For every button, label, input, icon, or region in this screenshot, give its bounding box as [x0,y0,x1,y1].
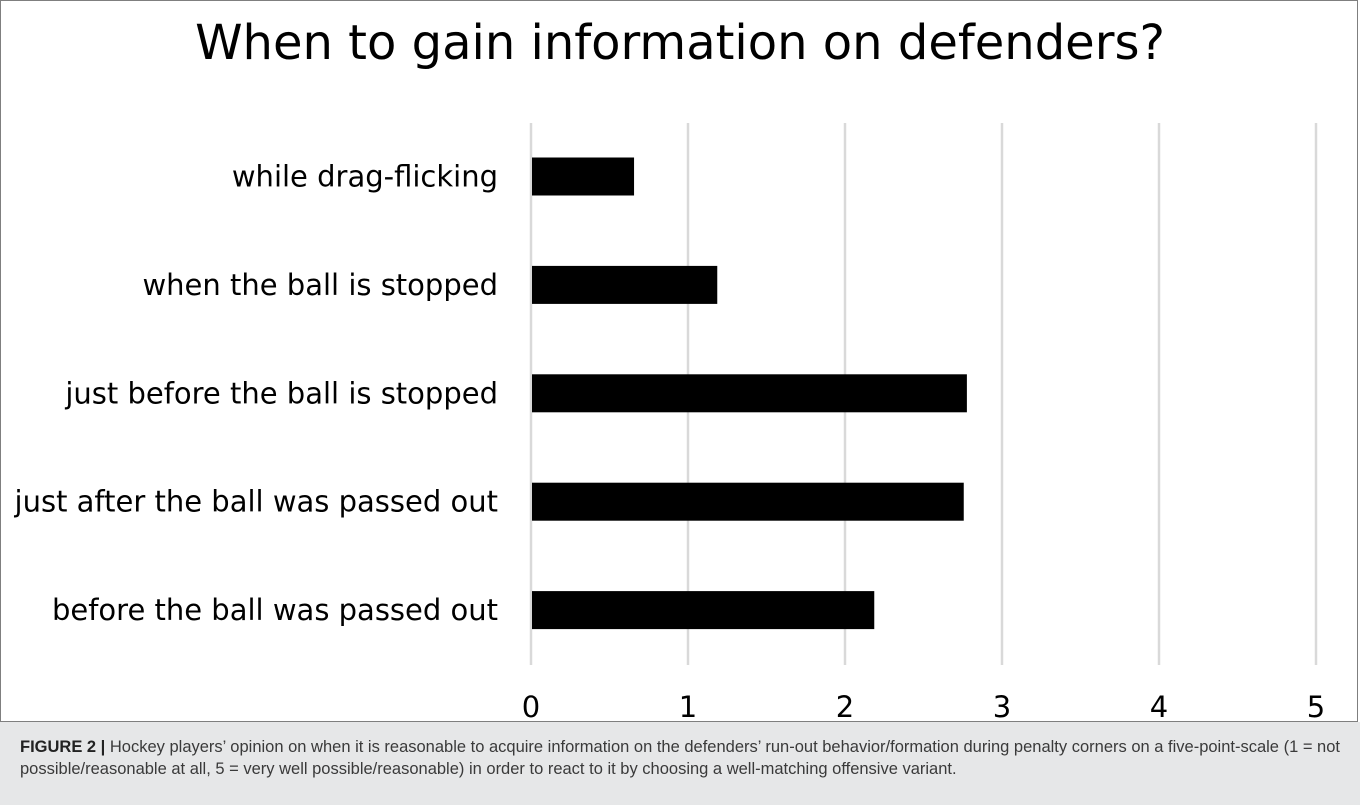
caption-text: Hockey players’ opinion on when it is re… [20,738,1340,778]
category-label-2: when the ball is stopped [142,268,498,302]
bar-3 [532,374,967,413]
figure-caption: FIGURE 2 | Hockey players’ opinion on wh… [0,722,1360,805]
x-tick-label-4: 4 [1150,690,1168,723]
chart-title: When to gain information on defenders? [195,15,1165,71]
category-label-3: just before the ball is stopped [64,376,498,410]
bars [532,157,967,630]
bar-4 [532,482,964,521]
x-tick-labels: 0 1 2 3 4 5 [522,690,1325,723]
x-tick-label-1: 1 [679,690,697,723]
x-tick-label-2: 2 [836,690,854,723]
bar-chart: while drag-flicking when the ball is stop… [14,123,1325,723]
category-label-5: before the ball was passed out [52,593,498,627]
x-tick-label-3: 3 [993,690,1011,723]
bar-2 [532,265,718,304]
bar-1 [532,157,635,196]
x-tick-label-0: 0 [522,690,540,723]
caption-label: FIGURE 2 | [20,738,106,756]
category-label-4: just after the ball was passed out [14,485,498,519]
chart-frame: When to gain information on defenders? w… [0,0,1358,723]
category-labels: while drag-flicking when the ball is stop… [14,160,498,628]
category-label-1: while drag-flicking [232,160,498,194]
bar-5 [532,591,875,630]
x-tick-label-5: 5 [1307,690,1325,723]
